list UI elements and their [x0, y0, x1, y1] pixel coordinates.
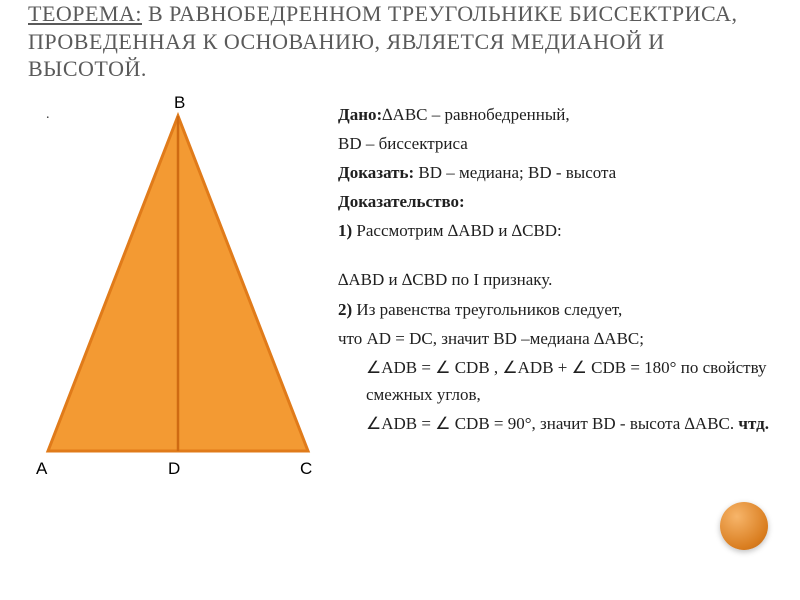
- prove-text: BD – медиана; BD - высота: [418, 163, 616, 182]
- slide: ТЕОРЕМА: В РАВНОБЕДРЕННОМ ТРЕУГОЛЬНИКЕ Б…: [0, 0, 800, 600]
- step2-line4-text: ∠ADB = ∠ CDB = 90°, значит BD - высота ∆…: [366, 414, 738, 433]
- diagram-column: . A B C D: [28, 101, 328, 501]
- step2-line3: ∠ADB = ∠ CDB , ∠ADB + ∠ CDB = 180° по св…: [338, 354, 772, 408]
- vertex-label-b: B: [174, 93, 185, 113]
- step2-text: Из равенства треугольников следует,: [356, 300, 622, 319]
- step1-text: Рассмотрим ∆ABD и ∆CBD:: [356, 221, 561, 240]
- given-line-2: BD – биссектриса: [338, 130, 772, 157]
- step2-line2: что AD = DC, значит BD –медиана ∆ABC;: [338, 325, 772, 352]
- step1-conclusion: ∆ABD и ∆CBD по I признаку.: [338, 266, 772, 293]
- proof-column: Дано:∆ABC – равнобедренный, BD – биссект…: [328, 101, 772, 501]
- vertex-label-c: C: [300, 459, 312, 479]
- triangle-diagram: A B C D: [28, 101, 328, 501]
- step1-line: 1) Рассмотрим ∆ABD и ∆CBD:: [338, 217, 772, 244]
- step1-num: 1): [338, 221, 356, 240]
- theorem-title: ТЕОРЕМА: В РАВНОБЕДРЕННОМ ТРЕУГОЛЬНИКЕ Б…: [28, 0, 772, 83]
- step2-line4: ∠ADB = ∠ CDB = 90°, значит BD - высота ∆…: [338, 410, 772, 437]
- given-label: Дано:: [338, 105, 382, 124]
- given-text: ∆ABC – равнобедренный,: [382, 105, 569, 124]
- vertex-label-d: D: [168, 459, 180, 479]
- step2-line: 2) Из равенства треугольников следует,: [338, 296, 772, 323]
- prove-label: Доказать:: [338, 163, 418, 182]
- prove-line: Доказать: BD – медиана; BD - высота: [338, 159, 772, 186]
- proof-label: Доказательство:: [338, 188, 772, 215]
- qed: чтд.: [738, 414, 769, 433]
- given-line-1: Дано:∆ABC – равнобедренный,: [338, 101, 772, 128]
- slide-badge-icon: [720, 502, 768, 550]
- blank-line: [338, 246, 772, 264]
- content-row: . A B C D Дано:∆ABC – равнобедренный, BD…: [28, 101, 772, 501]
- step2-num: 2): [338, 300, 356, 319]
- triangle-svg: [28, 101, 328, 501]
- vertex-label-a: A: [36, 459, 47, 479]
- theorem-word: ТЕОРЕМА:: [28, 1, 142, 26]
